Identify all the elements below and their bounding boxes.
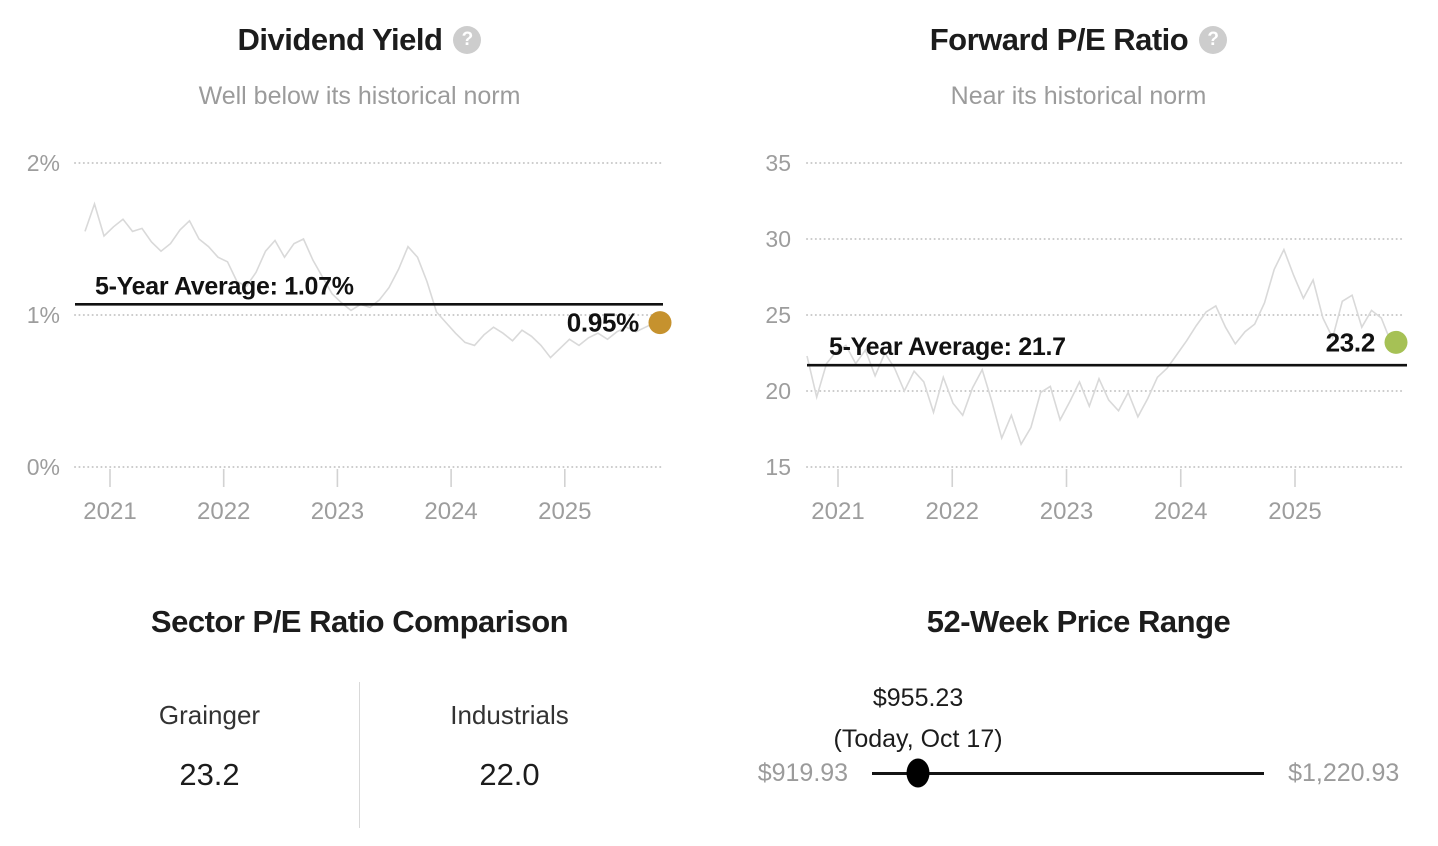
current-price-note: (Today, Oct 17) (833, 724, 1003, 753)
sector-col-grainger: Grainger 23.2 (60, 682, 359, 828)
range-track: $955.23 (Today, Oct 17) (834, 684, 1265, 788)
sector-col-label: Industrials (450, 700, 569, 730)
sector-col-value: 22.0 (479, 757, 540, 792)
y-axis-tick-label: 25 (765, 302, 791, 328)
sector-col-label: Grainger (158, 700, 261, 730)
y-axis-tick-label: 0% (27, 454, 60, 480)
y-axis-tick-label: 1% (27, 302, 60, 328)
average-line-label: 5-Year Average: 1.07% (95, 272, 354, 300)
sector-col-value: 23.2 (179, 757, 240, 792)
x-axis-tick-label: 2025 (1268, 498, 1321, 525)
range-low-label: $919.93 (757, 758, 849, 787)
x-axis-tick-label: 2024 (424, 498, 477, 525)
x-axis-tick-label: 2023 (311, 498, 364, 525)
x-axis-tick-label: 2024 (1154, 498, 1207, 525)
dividend-yield-chart[interactable]: 2% 1% 0% 2021 2022 2023 2024 2025 5-Year Average… (0, 140, 719, 540)
sector-comparison-title: Sector P/E Ratio Comparison (150, 604, 569, 639)
dividend-yield-header: Dividend Yield ? (0, 22, 719, 58)
current-price-marker-dot (906, 758, 930, 788)
current-value-dot (648, 311, 672, 335)
help-icon[interactable]: ? (1199, 26, 1228, 54)
help-icon[interactable]: ? (453, 26, 482, 54)
y-axis-tick-label: 30 (765, 226, 791, 252)
forward-pe-header: Forward P/E Ratio ? (719, 22, 1438, 58)
dividend-yield-title: Dividend Yield (237, 22, 443, 57)
y-axis-tick-label: 35 (765, 150, 791, 176)
forward-pe-card: Forward P/E Ratio ? Near its historical … (719, 0, 1438, 540)
price-range-slider: $919.93 $955.23 (Today, Oct 17) $1,220.9… (719, 684, 1438, 788)
forward-pe-subtitle: Near its historical norm (950, 82, 1207, 110)
y-axis-tick-label: 15 (765, 454, 791, 480)
series-line (806, 247, 1392, 447)
x-axis-tick-label: 2021 (83, 498, 136, 525)
forward-pe-title: Forward P/E Ratio (929, 22, 1189, 57)
dividend-yield-card: Dividend Yield ? Well below its historic… (0, 0, 719, 540)
average-line-label: 5-Year Average: 21.7 (829, 333, 1066, 361)
x-axis-tick-label: 2021 (811, 498, 864, 525)
series-line (84, 201, 656, 359)
current-value-dot (1384, 330, 1408, 354)
forward-pe-chart[interactable]: 35 30 25 20 15 2021 2022 2023 2024 2025 5-Year Ave… (719, 140, 1438, 540)
vertical-divider (359, 682, 360, 828)
price-range-title: 52-Week Price Range (926, 604, 1231, 639)
price-range-card: 52-Week Price Range $919.93 $955.23 (Tod… (719, 540, 1438, 846)
current-price-tooltip: $955.23 (Today, Oct 17) (834, 678, 1003, 760)
current-price: $955.23 (872, 683, 964, 712)
sector-col-industrials: Industrials 22.0 (360, 682, 659, 828)
y-axis-tick-label: 2% (27, 150, 60, 176)
sector-comparison-card: Sector P/E Ratio Comparison Grainger 23.… (0, 540, 719, 846)
y-axis-tick-label: 20 (765, 378, 791, 404)
x-axis-tick-label: 2025 (538, 498, 591, 525)
x-axis-tick-label: 2023 (1040, 498, 1093, 525)
x-axis-tick-label: 2022 (197, 498, 250, 525)
x-axis-tick-label: 2022 (926, 498, 979, 525)
current-value-label: 0.95% (567, 308, 639, 338)
sector-comparison-columns: Grainger 23.2 Industrials 22.0 (0, 682, 719, 828)
current-value-label: 23.2 (1326, 327, 1375, 357)
range-high-label: $1,220.93 (1288, 758, 1400, 787)
dividend-yield-subtitle: Well below its historical norm (198, 82, 521, 110)
